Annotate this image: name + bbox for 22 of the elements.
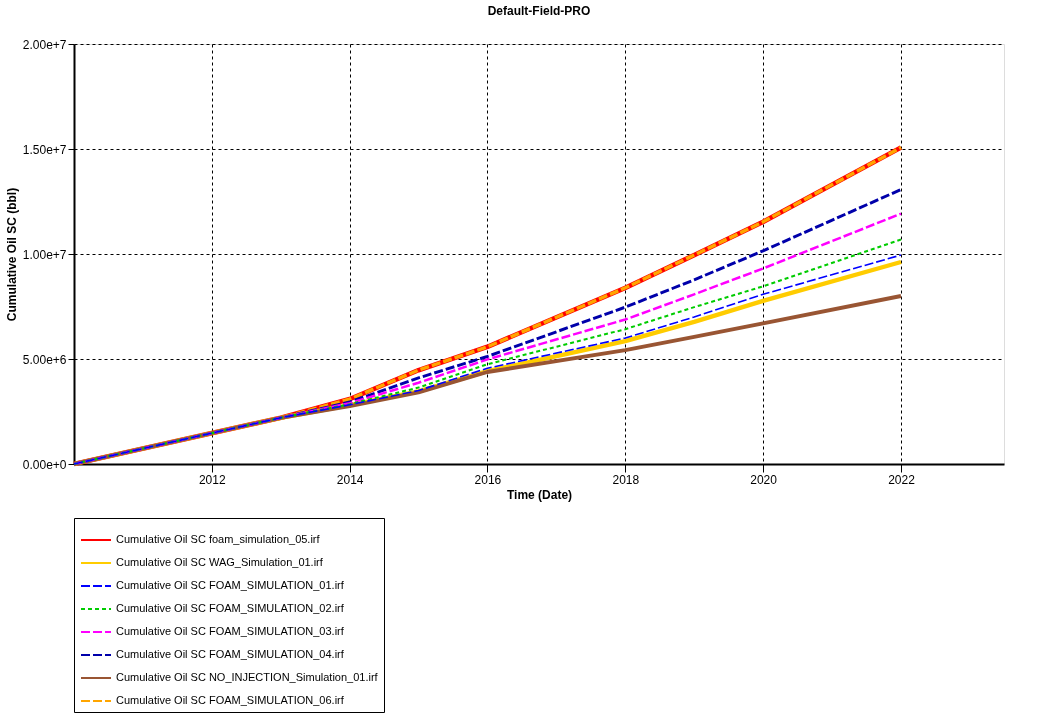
legend-label: Cumulative Oil SC NO_INJECTION_Simulation_01.irf [116, 671, 379, 683]
legend-label: Cumulative Oil SC FOAM_SIMULATION_04.irf [116, 648, 345, 660]
y-tick-label: 2.00e+7 [22, 37, 67, 52]
x-tick-label: 2018 [612, 472, 640, 487]
x-tick-label: 2012 [198, 472, 226, 487]
x-tick-label: 2014 [336, 472, 364, 487]
legend-label: Cumulative Oil SC FOAM_SIMULATION_02.irf [116, 602, 345, 614]
y-tick-label: 5.00e+6 [22, 352, 67, 367]
legend-label: Cumulative Oil SC WAG_Simulation_01.irf [116, 556, 324, 568]
x-tick-label: 2020 [750, 472, 778, 487]
x-tick-label: 2022 [888, 472, 916, 487]
x-axis-title: Time (Date) [506, 487, 573, 502]
chart-title: Default-Field-PRO [487, 4, 591, 18]
x-tick-label: 2016 [474, 472, 502, 487]
legend-label: Cumulative Oil SC FOAM_SIMULATION_03.irf [116, 625, 345, 637]
legend-label: Cumulative Oil SC FOAM_SIMULATION_06.irf [116, 694, 345, 706]
legend-label: Cumulative Oil SC FOAM_SIMULATION_01.irf [116, 579, 345, 591]
y-tick-label: 1.00e+7 [22, 247, 67, 262]
legend-label: Cumulative Oil SC foam_simulation_05.irf [116, 533, 321, 545]
y-tick-label: 1.50e+7 [22, 142, 67, 157]
y-axis-title: Cumulative Oil SC (bbl) [4, 187, 19, 322]
y-tick-label: 0.00e+0 [22, 457, 67, 472]
